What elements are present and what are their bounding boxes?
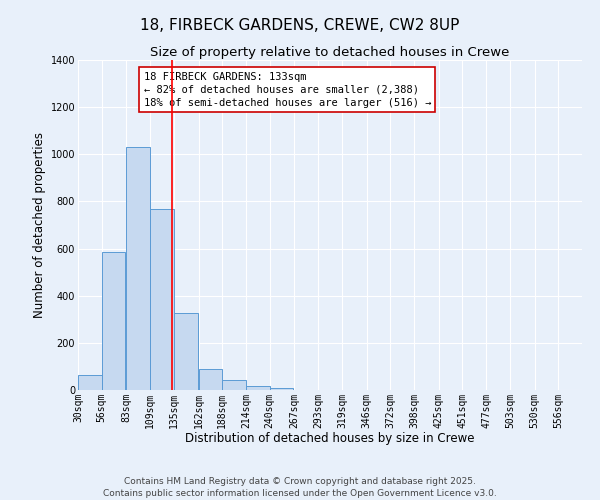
Bar bbox=[246, 386, 270, 390]
Title: Size of property relative to detached houses in Crewe: Size of property relative to detached ho… bbox=[151, 46, 509, 59]
Text: 18, FIRBECK GARDENS, CREWE, CW2 8UP: 18, FIRBECK GARDENS, CREWE, CW2 8UP bbox=[140, 18, 460, 32]
Bar bbox=[102, 252, 125, 390]
Bar bbox=[150, 208, 174, 390]
Bar bbox=[78, 374, 102, 390]
Y-axis label: Number of detached properties: Number of detached properties bbox=[34, 132, 46, 318]
Bar bbox=[127, 147, 150, 390]
Bar bbox=[174, 314, 197, 390]
Bar bbox=[270, 388, 293, 390]
Bar bbox=[222, 380, 246, 390]
Bar bbox=[199, 369, 222, 390]
Text: 18 FIRBECK GARDENS: 133sqm
← 82% of detached houses are smaller (2,388)
18% of s: 18 FIRBECK GARDENS: 133sqm ← 82% of deta… bbox=[143, 72, 431, 108]
Text: Contains HM Land Registry data © Crown copyright and database right 2025.
Contai: Contains HM Land Registry data © Crown c… bbox=[103, 476, 497, 498]
X-axis label: Distribution of detached houses by size in Crewe: Distribution of detached houses by size … bbox=[185, 432, 475, 445]
